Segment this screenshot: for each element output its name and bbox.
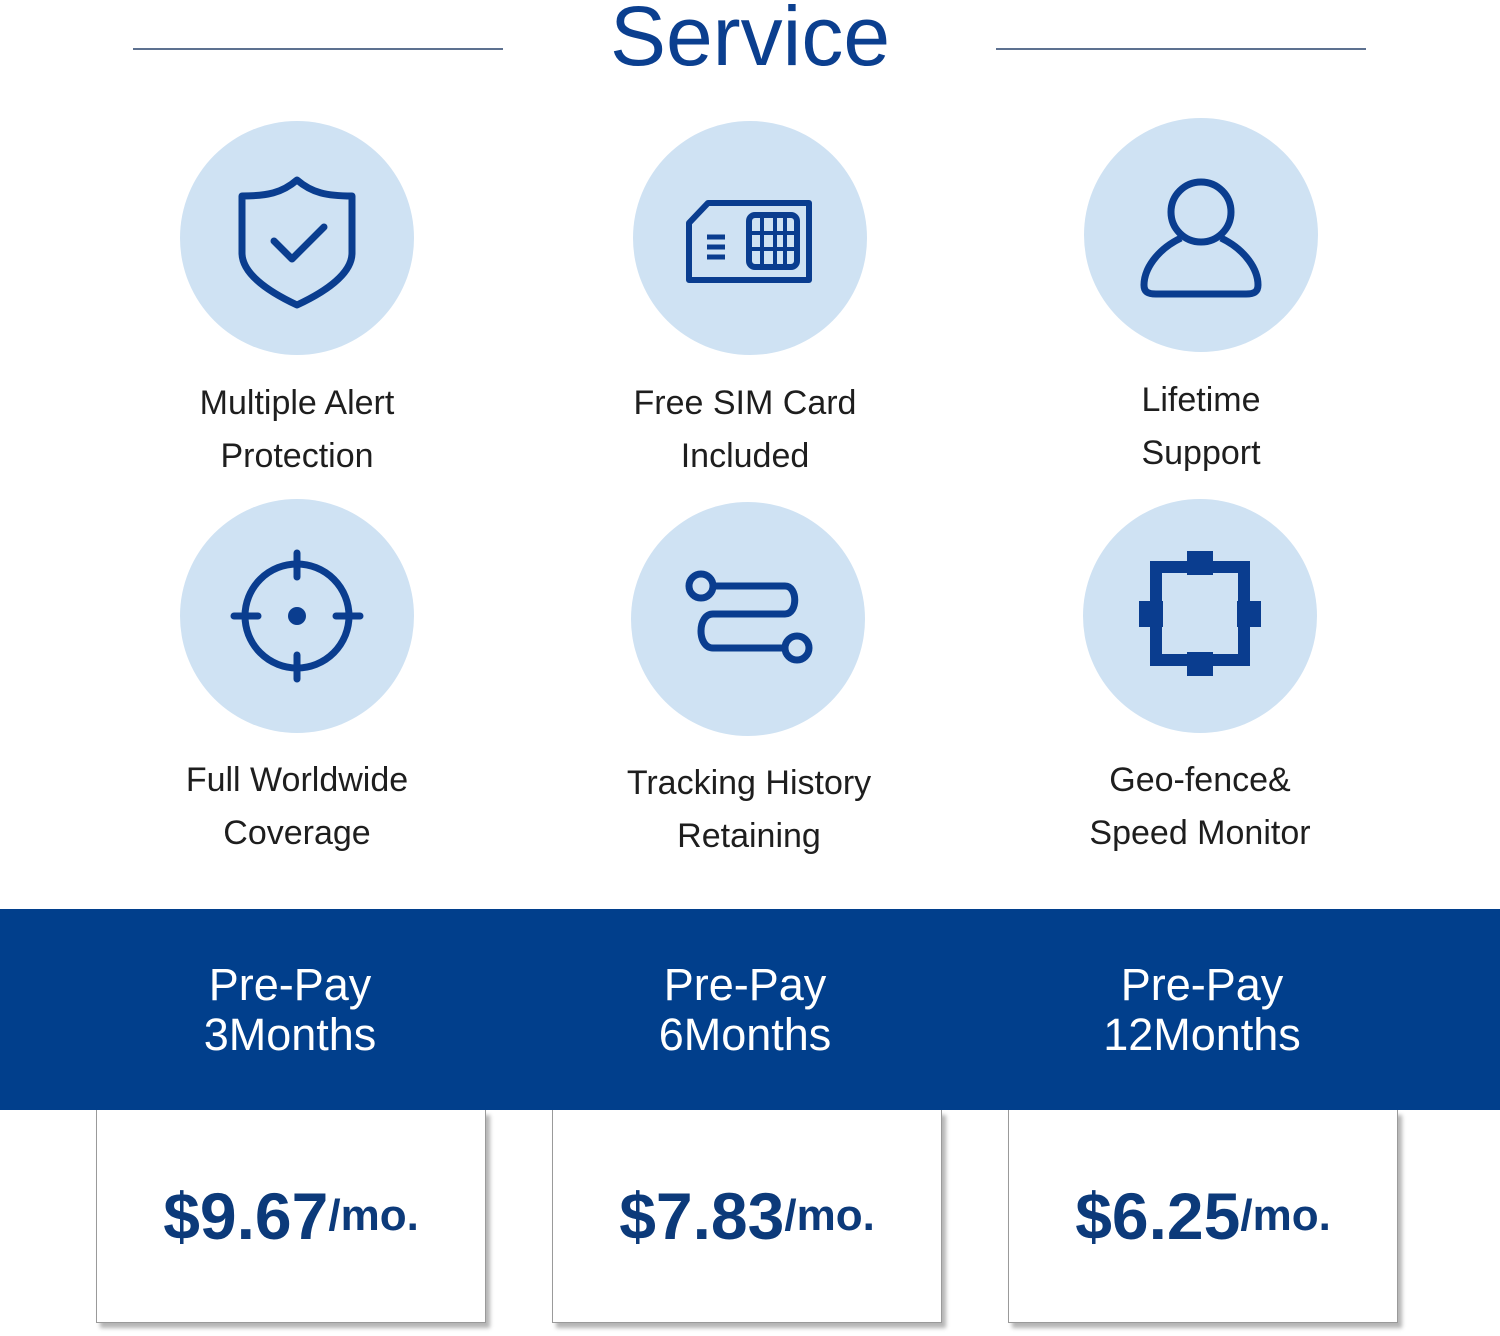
feature-icon-circle [631,502,865,736]
route-icon [685,570,813,664]
user-icon [1140,178,1262,298]
feature-label-line2: Retaining [677,817,821,855]
crosshair-icon [230,549,364,683]
feature-icon-circle [180,121,414,355]
feature-label-line1: Full Worldwide [185,761,409,799]
feature-label-line2: Support [1141,434,1261,472]
feature-label-line1: Free SIM Card [633,384,857,422]
plan-title-line2: 12Months [1103,1009,1301,1060]
plan-title-line1: Pre-Pay [663,959,827,1010]
feature-label-line1: Tracking History [626,764,872,802]
feature-label-line1: Geo-fence& [1109,761,1291,799]
feature-label: Tracking History Retaining [549,757,949,863]
price-card: $9.67/mo. [96,1110,486,1323]
feature-icon-circle [1084,118,1318,352]
feature-label-line2: Speed Monitor [1089,814,1311,852]
page-title: Service [609,0,891,83]
plan-title: Pre-Pay 6Months [545,960,945,1060]
price-card: $6.25/mo. [1008,1110,1398,1323]
price-unit: /mo. [328,1191,419,1240]
price-value: $6.25 [1075,1179,1241,1253]
sim-card-icon [686,200,812,283]
plan-title: Pre-Pay 12Months [1002,960,1402,1060]
feature-label: Full Worldwide Coverage [97,754,497,860]
price-value: $9.67 [163,1179,329,1253]
divider-right [996,48,1366,50]
plan-title: Pre-Pay 3Months [90,960,490,1060]
price-unit: /mo. [784,1191,875,1240]
feature-label-line2: Included [680,437,810,475]
price-card: $7.83/mo. [552,1110,942,1323]
feature-label-line2: Protection [220,437,374,475]
feature-icon-circle [1083,499,1317,733]
feature-label: Geo-fence& Speed Monitor [1000,754,1400,860]
divider-left [133,48,503,50]
price-value: $7.83 [619,1179,785,1253]
feature-label-line1: Lifetime [1141,381,1261,419]
geofence-icon [1139,551,1261,676]
plan-title-line1: Pre-Pay [1120,959,1284,1010]
shield-check-icon [238,176,356,309]
feature-label: Lifetime Support [1001,374,1401,480]
feature-label: Free SIM Card Included [545,377,945,483]
feature-icon-circle [633,121,867,355]
plan-title-line2: 6Months [658,1009,832,1060]
feature-label-line2: Coverage [223,814,371,852]
plan-title-line1: Pre-Pay [208,959,372,1010]
feature-icon-circle [180,499,414,733]
feature-label-line1: Multiple Alert [199,384,395,422]
price-unit: /mo. [1240,1191,1331,1240]
feature-label: Multiple Alert Protection [97,377,497,483]
plan-title-line2: 3Months [203,1009,377,1060]
plans-band [0,909,1500,1110]
